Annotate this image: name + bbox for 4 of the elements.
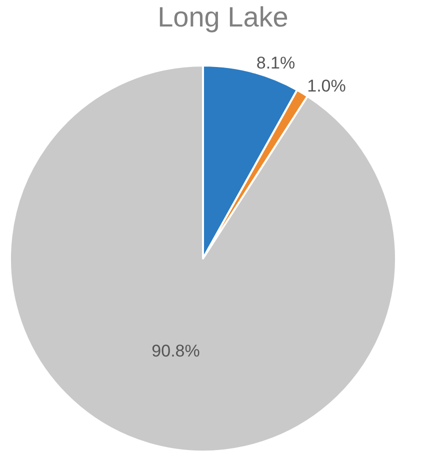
chart-title: Long Lake xyxy=(158,2,288,33)
data-label: 8.1% xyxy=(256,53,296,72)
data-label: 1.0% xyxy=(307,76,346,96)
data-label: 90.8% xyxy=(152,342,200,361)
